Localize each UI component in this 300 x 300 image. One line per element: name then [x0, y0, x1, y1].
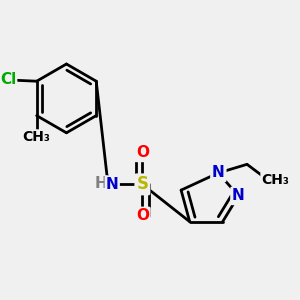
Text: Cl: Cl — [0, 72, 16, 87]
Text: N: N — [106, 177, 119, 192]
Text: CH₃: CH₃ — [261, 173, 289, 187]
Text: H: H — [94, 176, 107, 191]
Text: O: O — [136, 146, 149, 160]
Text: O: O — [136, 208, 149, 224]
Text: N: N — [232, 188, 245, 203]
Text: N: N — [212, 165, 225, 180]
Text: CH₃: CH₃ — [23, 130, 51, 144]
Text: S: S — [136, 176, 148, 194]
